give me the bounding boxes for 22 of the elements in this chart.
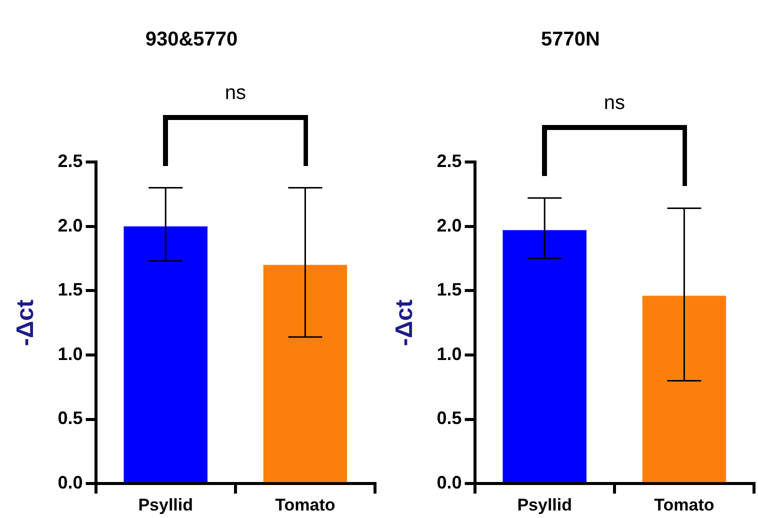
x-tick-label: Tomato <box>654 495 714 514</box>
y-tick-label: 0.5 <box>436 408 462 428</box>
chart-title: 5770N <box>541 28 600 51</box>
y-tick-label: 0.5 <box>58 408 83 428</box>
y-tick-label: 2.0 <box>58 215 83 236</box>
x-tick-label: Tomato <box>275 495 336 514</box>
y-tick-label: 1.0 <box>58 344 83 364</box>
y-tick-label: 2.5 <box>436 150 462 171</box>
text: ns <box>602 92 626 116</box>
y-tick-label: 1.5 <box>58 280 83 300</box>
y-tick-label: 0.0 <box>436 472 462 493</box>
chart-title: 930&5770 <box>145 28 238 51</box>
x-tick-label: Psyllid <box>138 495 194 514</box>
y-axis-title: -Δct <box>391 300 418 346</box>
y-tick-label: 0.0 <box>58 472 83 493</box>
x-tick-label: Psyllid <box>517 495 572 514</box>
text: ns <box>224 82 247 105</box>
y-tick-label: 1.5 <box>436 280 462 300</box>
y-tick-label: 2.5 <box>58 150 83 171</box>
y-tick-label: 1.0 <box>436 344 462 364</box>
y-axis-title: -Δct <box>12 300 40 346</box>
y-tick-label: 2.0 <box>436 215 462 236</box>
